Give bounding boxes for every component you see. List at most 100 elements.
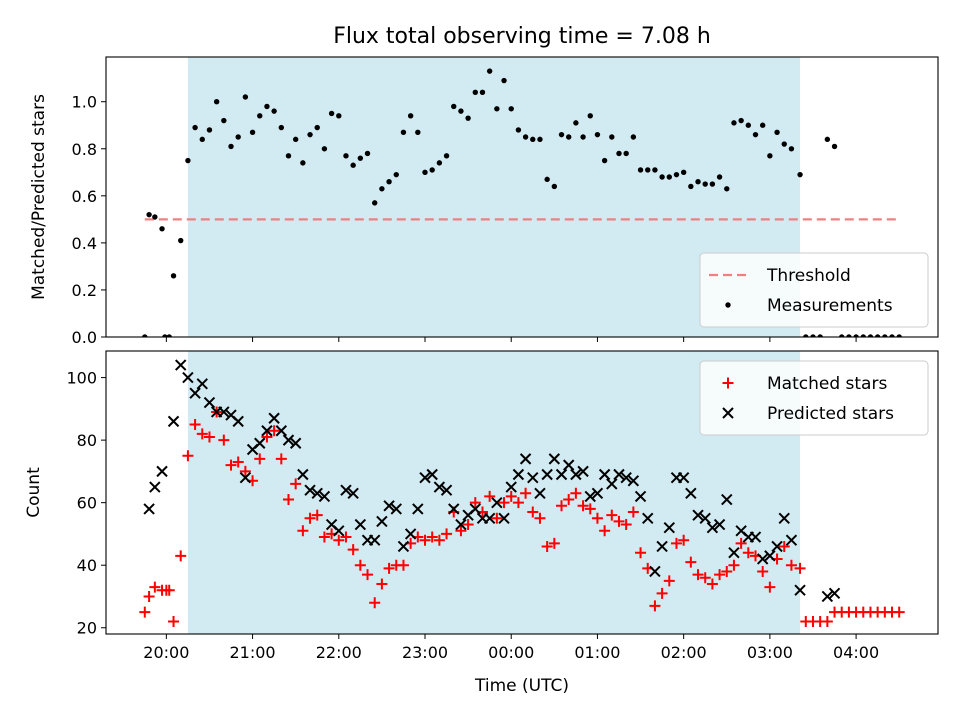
data-point bbox=[609, 134, 615, 140]
data-point bbox=[206, 127, 213, 133]
x-tick-label: 23:00 bbox=[402, 643, 448, 662]
data-point bbox=[599, 525, 611, 537]
data-point bbox=[781, 141, 787, 147]
legend-label: Measurements bbox=[767, 296, 893, 316]
data-point bbox=[794, 562, 806, 574]
data-point bbox=[458, 108, 464, 114]
data-point bbox=[606, 478, 618, 490]
data-point bbox=[419, 534, 431, 546]
data-point bbox=[397, 559, 409, 571]
data-point bbox=[745, 122, 752, 128]
legend-label: Threshold bbox=[766, 266, 851, 286]
legend: Threshold Measurements bbox=[699, 252, 929, 328]
data-point bbox=[175, 550, 187, 562]
data-point bbox=[257, 113, 263, 119]
y-tick-label: 1.0 bbox=[72, 93, 97, 112]
data-point bbox=[278, 124, 285, 131]
data-point bbox=[166, 334, 172, 337]
data-point bbox=[673, 171, 680, 178]
data-point bbox=[874, 334, 881, 337]
data-point bbox=[860, 334, 866, 337]
data-point bbox=[534, 512, 546, 524]
data-point bbox=[412, 503, 424, 515]
data-point bbox=[735, 537, 747, 549]
data-point bbox=[695, 179, 701, 185]
data-point bbox=[764, 550, 776, 562]
data-point bbox=[354, 559, 366, 571]
data-point bbox=[824, 136, 831, 143]
data-point bbox=[752, 131, 759, 138]
data-points bbox=[139, 359, 905, 627]
data-point bbox=[494, 106, 500, 112]
data-point bbox=[469, 503, 482, 515]
x-tick-label: 03:00 bbox=[747, 643, 793, 662]
data-point bbox=[282, 494, 294, 506]
data-point bbox=[149, 481, 161, 493]
data-point bbox=[591, 487, 604, 499]
data-point bbox=[372, 200, 378, 206]
data-point bbox=[196, 428, 208, 440]
data-point bbox=[282, 434, 295, 446]
data-point bbox=[817, 334, 823, 337]
data-point bbox=[189, 418, 201, 430]
x-axis-label: Time (UTC) bbox=[474, 676, 569, 696]
data-point bbox=[577, 500, 589, 512]
data-point bbox=[167, 415, 180, 428]
data-point bbox=[343, 153, 349, 159]
data-point bbox=[170, 273, 177, 279]
data-point bbox=[397, 540, 410, 553]
data-point bbox=[242, 94, 249, 100]
data-point bbox=[239, 471, 252, 484]
data-point bbox=[882, 334, 888, 337]
data-point bbox=[228, 143, 234, 150]
y-tick-label: 60 bbox=[77, 494, 97, 513]
data-point bbox=[163, 584, 175, 596]
data-point bbox=[623, 150, 629, 157]
data-point bbox=[680, 169, 687, 175]
data-point bbox=[142, 334, 148, 337]
data-point bbox=[594, 131, 601, 138]
data-point bbox=[143, 590, 155, 602]
count-panel: 20 40 60 80 100 20:00 21:00 22:00 23:00 00:00 01:0… bbox=[24, 350, 939, 662]
data-point bbox=[759, 122, 766, 128]
data-point bbox=[508, 106, 514, 112]
data-point bbox=[261, 425, 273, 437]
data-point bbox=[357, 155, 364, 161]
data-point bbox=[393, 171, 399, 178]
data-point bbox=[659, 174, 665, 180]
data-point bbox=[742, 547, 754, 559]
data-point bbox=[709, 181, 716, 187]
data-point bbox=[203, 396, 216, 409]
legend-box bbox=[699, 360, 929, 436]
data-point bbox=[362, 569, 374, 581]
data-point bbox=[407, 113, 414, 119]
data-point bbox=[422, 169, 428, 175]
data-point bbox=[562, 459, 575, 471]
data-point bbox=[771, 540, 783, 553]
data-point bbox=[415, 129, 421, 135]
data-point bbox=[663, 521, 675, 534]
data-point bbox=[479, 89, 486, 95]
data-point bbox=[584, 490, 596, 503]
data-point bbox=[465, 115, 471, 121]
data-point bbox=[340, 484, 352, 496]
data-point bbox=[692, 509, 704, 521]
data-point bbox=[721, 565, 733, 577]
data-point bbox=[828, 587, 841, 600]
x-tick-label: 20:00 bbox=[143, 643, 189, 662]
observing-window-span bbox=[187, 57, 801, 337]
data-point bbox=[620, 471, 632, 484]
data-point bbox=[159, 226, 165, 232]
data-point bbox=[443, 153, 450, 159]
data-point bbox=[290, 478, 302, 490]
data-point bbox=[249, 129, 256, 135]
legend-box bbox=[699, 252, 929, 328]
data-point bbox=[821, 590, 834, 603]
data-point bbox=[271, 108, 277, 114]
data-point bbox=[451, 103, 457, 110]
data-point bbox=[376, 515, 388, 528]
ratio-panel: 0.0 0.2 0.4 0.6 0.8 1.0 Matched/Predicted star… bbox=[29, 56, 939, 347]
data-point bbox=[785, 534, 798, 546]
data-point bbox=[379, 186, 385, 192]
data-point bbox=[893, 606, 905, 618]
